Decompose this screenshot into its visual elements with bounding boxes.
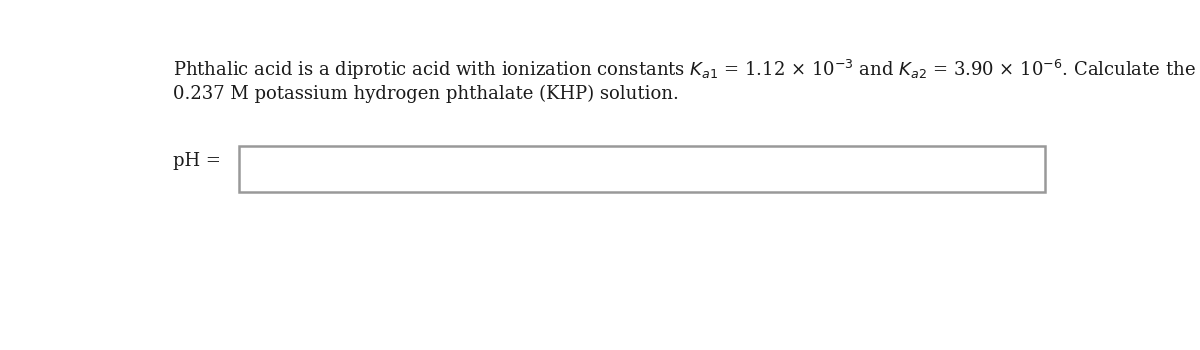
Text: Phthalic acid is a diprotic acid with ionization constants $K_{a1}$ = 1.12 × 10$: Phthalic acid is a diprotic acid with io…	[173, 57, 1200, 82]
FancyBboxPatch shape	[239, 146, 1045, 192]
Text: pH =: pH =	[173, 152, 221, 170]
Text: 0.237 M potassium hydrogen phthalate (KHP) solution.: 0.237 M potassium hydrogen phthalate (KH…	[173, 84, 679, 103]
